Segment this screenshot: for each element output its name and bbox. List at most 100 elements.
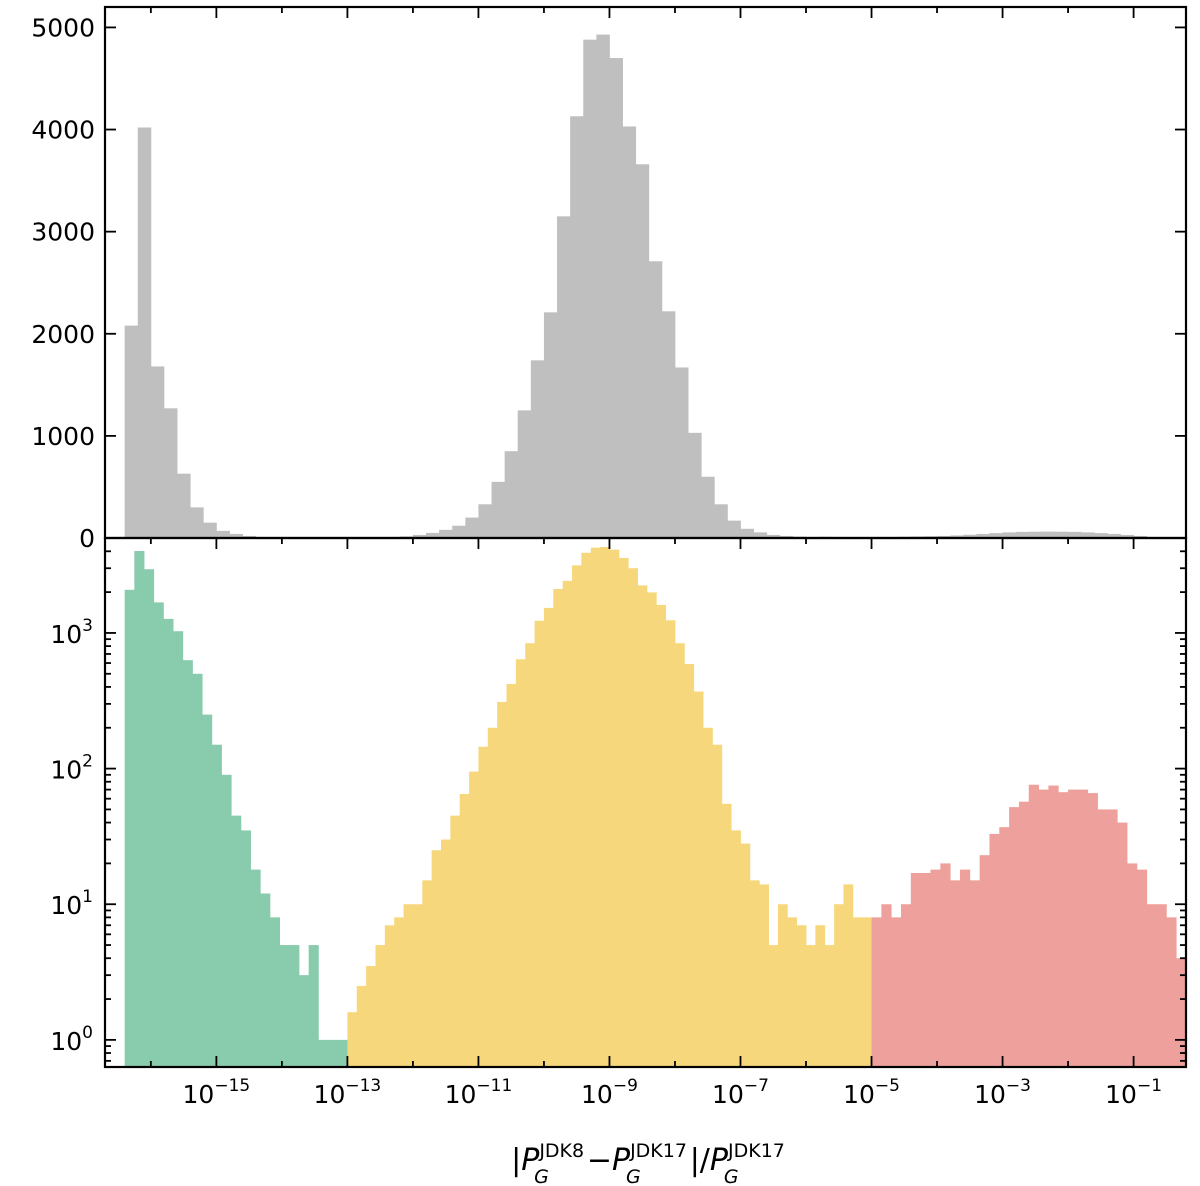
bottom-bar-series-2 — [412, 904, 423, 1067]
bottom-bar-series-2 — [356, 985, 367, 1067]
bottom-bar-series-2 — [852, 917, 863, 1067]
bottom-bar-series-3 — [930, 869, 941, 1067]
bottom-bar-series-2 — [366, 966, 376, 1067]
bottom-xtick-label: 10−1 — [1105, 1076, 1162, 1109]
bottom-bar-series-3 — [1009, 807, 1020, 1067]
top-bar — [1107, 533, 1121, 538]
bottom-bar-series-2 — [796, 925, 807, 1067]
bottom-bar-series-2 — [440, 839, 451, 1067]
bottom-bar-series-2 — [834, 904, 844, 1067]
top-ytick-label: 5000 — [31, 13, 95, 42]
bottom-bar-series-1 — [318, 1039, 329, 1067]
bottom-bar-series-2 — [403, 904, 414, 1067]
bottom-bar-series-2 — [646, 592, 657, 1067]
top-bar — [465, 517, 479, 538]
top-bar — [491, 481, 506, 538]
bottom-bar-series-3 — [950, 880, 961, 1067]
top-bar — [596, 34, 610, 538]
bottom-bar-series-2 — [394, 917, 404, 1067]
bottom-bar-series-1 — [269, 917, 281, 1067]
bottom-bar-series-2 — [590, 547, 601, 1067]
xlabel-p3-sub: G — [724, 1166, 739, 1186]
bottom-bar-series-1 — [211, 744, 222, 1067]
top-bar — [989, 533, 1003, 538]
bottom-bar-series-1 — [240, 830, 251, 1067]
bottom-bar-series-2 — [721, 803, 732, 1067]
top-bar — [688, 432, 702, 538]
bottom-xtick-label: 10−9 — [581, 1076, 638, 1109]
bottom-bar-series-2 — [703, 727, 713, 1067]
top-axis-ticks: 0 1000 2000 3000 4000 5000 — [31, 7, 1186, 553]
bottom-bar-series-2 — [478, 746, 489, 1067]
bottom-bar-series-3 — [910, 872, 922, 1067]
top-ytick-label: 4000 — [31, 116, 95, 145]
top-bar — [504, 451, 519, 538]
bottom-bar-series-3 — [969, 880, 981, 1067]
top-bar — [543, 312, 558, 538]
bottom-bar-series-2 — [843, 884, 854, 1067]
bottom-bar-series-1 — [173, 631, 184, 1067]
top-bar — [452, 525, 466, 538]
bottom-bar-series-3 — [940, 863, 951, 1067]
bottom-bar-series-2 — [469, 771, 479, 1067]
bottom-bar-series-3 — [999, 827, 1010, 1067]
top-bar — [727, 520, 741, 538]
bottom-bar-series-1 — [134, 550, 145, 1067]
bottom-bar-series-2 — [572, 565, 582, 1067]
xlabel-abs-left: | — [511, 1143, 521, 1178]
bottom-bar-series-3 — [959, 869, 971, 1067]
bottom-panel: 10−15 10−13 10−11 10−9 10−7 10−5 10−3 10−1 100 10… — [50, 536, 1188, 1109]
bottom-bar-series-1 — [231, 815, 242, 1067]
xlabel-abs-right: | — [690, 1143, 700, 1178]
bottom-bar-series-2 — [665, 620, 676, 1067]
bottom-bar-series-2 — [824, 945, 835, 1067]
bottom-bar-series-1 — [279, 945, 290, 1067]
top-bar — [963, 534, 977, 538]
top-bar — [1028, 531, 1043, 538]
bottom-ytick-label: 102 — [50, 752, 93, 785]
bottom-bar-series-2 — [534, 620, 545, 1067]
bottom-histogram-bars — [124, 547, 1187, 1067]
bottom-plot-frame — [103, 536, 1188, 1069]
top-bar — [190, 507, 204, 538]
bottom-bar-series-3 — [979, 855, 990, 1067]
bottom-bar-series-2 — [862, 917, 872, 1067]
top-bar — [177, 473, 191, 538]
bottom-ytick-label: 103 — [50, 616, 93, 649]
bottom-bar-series-3 — [1058, 792, 1069, 1067]
top-bar — [976, 533, 990, 538]
top-bar — [661, 311, 676, 538]
bottom-bar-series-3 — [1097, 809, 1108, 1067]
bottom-bar-series-3 — [901, 904, 912, 1067]
bottom-xtick-label: 10−5 — [843, 1076, 900, 1109]
bottom-bar-series-2 — [712, 744, 723, 1067]
top-ytick-label: 2000 — [31, 320, 95, 349]
xlabel-p1-sub: G — [534, 1166, 549, 1186]
bottom-bar-series-2 — [777, 904, 788, 1067]
top-bar — [701, 476, 715, 538]
bottom-bar-series-1 — [163, 618, 174, 1067]
top-bar — [1094, 533, 1108, 538]
top-ytick-label: 1000 — [31, 422, 95, 451]
top-bar — [753, 532, 768, 538]
bottom-bar-series-1 — [308, 945, 319, 1067]
bottom-bar-series-1 — [144, 569, 155, 1067]
top-bar — [124, 325, 139, 538]
bottom-bar-series-3 — [1048, 785, 1059, 1067]
bottom-bar-series-2 — [543, 607, 554, 1067]
bottom-bar-series-2 — [674, 643, 685, 1067]
top-bar — [1015, 531, 1030, 538]
bottom-bar-series-3 — [1117, 822, 1128, 1067]
bottom-bar-series-3 — [881, 904, 892, 1067]
xlabel-p1: P — [521, 1143, 540, 1178]
top-panel: 0 1000 2000 3000 4000 5000 — [31, 5, 1188, 553]
bottom-bar-series-3 — [1146, 904, 1157, 1067]
top-bar — [517, 410, 532, 538]
top-bar — [439, 529, 453, 538]
top-bar — [950, 535, 964, 538]
bottom-bar-series-3 — [1107, 809, 1118, 1067]
top-ytick-label: 3000 — [31, 218, 95, 247]
bottom-bar-series-2 — [487, 727, 498, 1067]
top-bar — [674, 367, 689, 538]
top-bar — [609, 58, 623, 539]
